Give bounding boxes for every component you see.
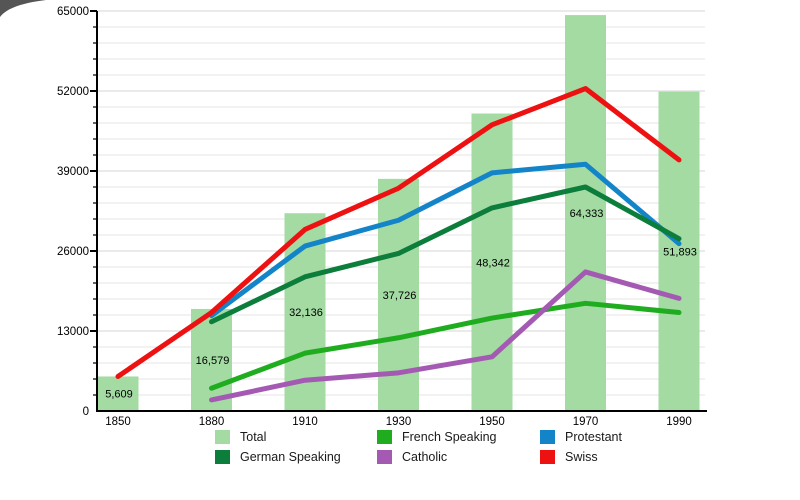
legend-item-german-speaking: German Speaking xyxy=(215,449,341,464)
y-axis-tick-label: 65000 xyxy=(57,6,89,18)
series-line-french-speaking xyxy=(209,300,682,391)
window-corner-shape xyxy=(0,0,46,17)
legend-label: Catholic xyxy=(402,449,448,464)
legend-swatch-french-speaking xyxy=(377,429,392,444)
total-bar-1970 xyxy=(565,15,606,412)
bar-value-label-1880: 16,579 xyxy=(196,355,230,367)
window-corner-artifact xyxy=(0,0,46,17)
x-axis-tick-label-1910: 1910 xyxy=(292,416,318,428)
bar-value-label-1910: 32,136 xyxy=(289,307,323,319)
total-bar-1850 xyxy=(97,376,139,411)
total-bar-1880 xyxy=(191,308,232,411)
legend-label: Protestant xyxy=(565,429,622,444)
legend-item-catholic: Catholic xyxy=(377,449,447,464)
series-line-german-speaking xyxy=(209,184,682,325)
y-axis-tick-label: 26000 xyxy=(57,246,89,258)
y-axis-tick-label: 0 xyxy=(83,406,89,418)
legend-label: French Speaking xyxy=(402,429,497,444)
legend-item-swiss: Swiss xyxy=(540,449,598,464)
legend-item-protestant: Protestant xyxy=(540,429,622,444)
legend-item-french-speaking: French Speaking xyxy=(377,429,497,444)
legend-label: German Speaking xyxy=(240,449,341,464)
x-axis-tick-label-1990: 1990 xyxy=(666,416,692,428)
y-axis-tick-label: 13000 xyxy=(57,326,89,338)
legend-swatch-catholic xyxy=(377,449,392,464)
x-axis-tick-label-1880: 1880 xyxy=(199,416,225,428)
series-line-protestant xyxy=(209,161,682,319)
legend-item-total: Total xyxy=(215,429,266,444)
x-axis-tick-label-1950: 1950 xyxy=(479,416,505,428)
bar-value-label-1970: 64,333 xyxy=(570,208,604,220)
x-axis-tick-label-1970: 1970 xyxy=(573,416,599,428)
y-axis-tick-label: 39000 xyxy=(57,166,89,178)
series-line-swiss xyxy=(115,86,682,379)
bar-value-label-1990: 51,893 xyxy=(663,246,697,258)
y-axis-tick-label: 52000 xyxy=(57,86,89,98)
bar-value-label-1850: 5,609 xyxy=(105,389,133,401)
legend-label: Total xyxy=(240,429,267,444)
series-line-catholic xyxy=(209,269,682,403)
total-bar-1990 xyxy=(658,91,700,412)
x-axis-tick-label-1850: 1850 xyxy=(105,416,131,428)
x-axis-tick-label-1930: 1930 xyxy=(386,416,412,428)
bar-value-label-1930: 37,726 xyxy=(383,290,417,302)
chart-legend: Total French Speaking Protestant German Spe… xyxy=(0,0,800,464)
legend-swatch-german-speaking xyxy=(215,449,230,464)
legend-swatch-total xyxy=(215,429,230,444)
legend-label: Swiss xyxy=(565,449,598,464)
legend-swatch-protestant xyxy=(540,429,555,444)
bar-value-label-1950: 48,342 xyxy=(476,257,510,269)
legend-swatch-swiss xyxy=(540,449,555,464)
